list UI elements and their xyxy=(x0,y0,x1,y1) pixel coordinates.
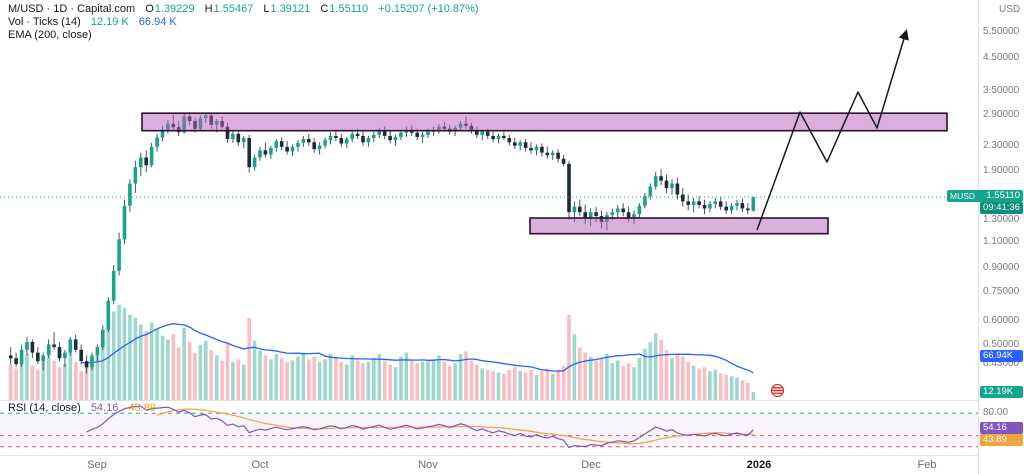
time-axis-label: Sep xyxy=(87,459,107,471)
legend: M/USD · 1D · Capital.com O1.39229 H1.554… xyxy=(8,3,479,42)
time-axis[interactable]: Sep Oct Nov Dec 2026 Feb xyxy=(0,455,978,474)
countdown-badge: 09:41:36 xyxy=(980,202,1023,214)
ema-indicator-label: EMA (200, close) xyxy=(8,29,92,41)
price-scale-label: 0.50000 xyxy=(983,339,1020,350)
ohlc-low: L1.39121 xyxy=(263,3,311,15)
symbol-tag: MUSD xyxy=(950,191,976,201)
price-scale-label: 0.90000 xyxy=(983,262,1020,273)
rsi-legend-row[interactable]: RSI (14, close) 54.16 43.89 xyxy=(8,402,156,414)
symbol-legend-row[interactable]: M/USD · 1D · Capital.com O1.39229 H1.554… xyxy=(8,3,479,16)
volume-ma-badge: 66.94K xyxy=(980,350,1023,362)
rsi-value: 54.16 xyxy=(90,402,119,414)
currency-label: USD xyxy=(999,4,1021,15)
rsi-scale-label: 80.00 xyxy=(983,407,1009,418)
ema-legend-row[interactable]: EMA (200, close) xyxy=(8,29,479,42)
price-scale-label: 2.90000 xyxy=(983,109,1020,120)
change-value: +0.15207 (+10.87%) xyxy=(378,3,479,15)
rsi-pane xyxy=(86,405,754,449)
ohlc-close: C1.55110 xyxy=(320,3,369,15)
chart-canvas[interactable] xyxy=(0,0,978,455)
last-price-badge: MUSD 1.55110 xyxy=(947,190,1023,202)
price-scale-label: 0.60000 xyxy=(983,315,1020,326)
price-scale-label: 1.10000 xyxy=(983,236,1020,247)
rsi-line xyxy=(86,405,754,449)
price-scale-label: 1.30000 xyxy=(983,214,1020,225)
ohlc-high: H1.55467 xyxy=(204,3,254,15)
time-axis-label: Feb xyxy=(917,459,937,471)
volume-legend-row[interactable]: Vol · Ticks (14) 12.19 K 66.94 K xyxy=(8,16,479,29)
time-axis-label: Dec xyxy=(581,459,601,471)
projection-arrow-drawing[interactable] xyxy=(756,29,909,231)
price-scale-label: 2.30000 xyxy=(983,140,1020,151)
volume-value: 12.19 K xyxy=(90,16,129,28)
last-price-value: 1.55110 xyxy=(986,190,1020,201)
economic-event-icon[interactable] xyxy=(770,383,785,398)
resistance-zone-drawing[interactable] xyxy=(141,112,948,132)
rsi-ma-value: 43.89 xyxy=(128,402,156,414)
price-scale-label: 5.50000 xyxy=(983,26,1020,37)
volume-ma-value: 66.94 K xyxy=(138,16,177,28)
rsi-band-fill xyxy=(0,413,978,447)
support-zone-drawing[interactable] xyxy=(529,217,829,235)
rsi-ma-badge: 43.89 xyxy=(980,434,1023,446)
time-axis-label: Nov xyxy=(418,459,438,471)
volume-badge: 12.19K xyxy=(980,386,1023,398)
rsi-indicator-label: RSI (14, close) xyxy=(8,402,81,414)
time-axis-label: Oct xyxy=(251,459,269,471)
price-scale-label: 0.75000 xyxy=(983,286,1020,297)
rsi-badge: 54.16 xyxy=(980,422,1023,434)
price-scale-label: 0.43000 xyxy=(983,358,1020,369)
rsi-ma-line xyxy=(156,408,754,445)
price-scale-label: 4.50000 xyxy=(983,52,1020,63)
volume-series xyxy=(8,304,756,400)
price-scale-label: 3.50000 xyxy=(983,85,1020,96)
volume-indicator-label: Vol · Ticks (14) xyxy=(8,16,81,28)
symbol-title: M/USD · 1D · Capital.com xyxy=(8,3,136,15)
price-scale[interactable]: USD 80.00 MUSD 1.55110 09:41:36 66.94K 1… xyxy=(947,0,1024,474)
ohlc-open: O1.39229 xyxy=(145,3,195,15)
volume-ma-line xyxy=(81,323,754,374)
price-scale-label: 1.90000 xyxy=(983,165,1020,176)
time-axis-label: 2026 xyxy=(746,459,772,471)
